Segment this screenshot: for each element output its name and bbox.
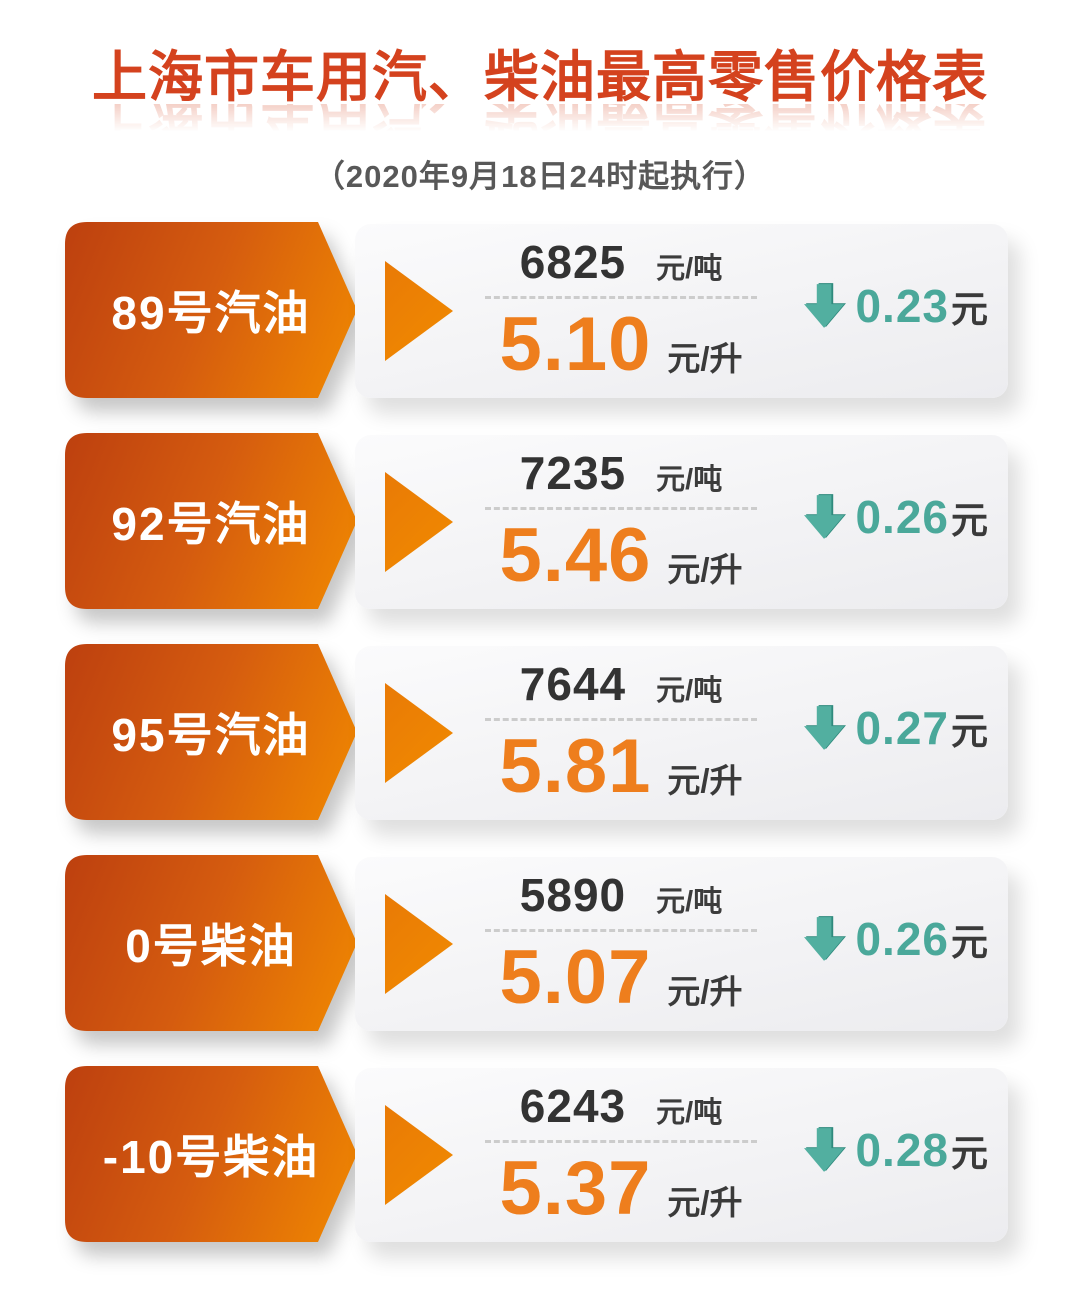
yuan-unit: 元 xyxy=(951,289,988,330)
fuel-name: 95号汽油 xyxy=(111,709,311,761)
decrease-arrow-icon xyxy=(804,283,847,328)
per-liter-unit: 元/升 xyxy=(667,972,743,1010)
price-per-ton: 6243 xyxy=(519,1079,627,1132)
ton-price-line: 7235 元/吨 xyxy=(520,446,722,500)
per-ton-unit: 元/吨 xyxy=(656,463,723,496)
price-per-ton: 7235 xyxy=(519,446,627,499)
per-ton-unit: 元/吨 xyxy=(656,252,723,285)
change-amount: 0.27 xyxy=(855,702,949,754)
per-liter-unit: 元/升 xyxy=(667,761,743,799)
change-amount: 0.26 xyxy=(855,913,949,965)
price-card: 6243 元/吨 5.37 元/升 0.28 元 xyxy=(355,1068,1008,1242)
price-per-ton: 6825 xyxy=(519,235,627,288)
effective-date-subtitle: （2020年9月18日24时起执行） xyxy=(313,159,767,194)
decrease-arrow-icon xyxy=(804,916,847,961)
fuel-name: -10号柴油 xyxy=(102,1131,320,1183)
fuel-label-tab-shape: -10号柴油 xyxy=(65,1066,357,1242)
ton-price-line: 6825 元/吨 xyxy=(520,235,722,289)
fuel-label-tab: -10号柴油 xyxy=(65,1066,357,1242)
price-card: 5890 元/吨 5.07 元/升 0.26 元 xyxy=(355,857,1008,1031)
fuel-label-tab-shape: 92号汽油 xyxy=(65,433,357,609)
price-per-liter: 5.37 xyxy=(499,1145,652,1231)
liter-price-line: 5.81 元/升 xyxy=(499,723,742,810)
fuel-label-tab-shape: 95号汽油 xyxy=(65,644,357,820)
price-card: 6825 元/吨 5.10 元/升 0.23 元 xyxy=(355,224,1008,398)
page-title: 上海市车用汽、柴油最高零售价格表 xyxy=(91,46,988,108)
price-block: 6825 元/吨 5.10 元/升 xyxy=(485,235,757,388)
header: 上海市车用汽、柴油最高零售价格表 上海市车用汽、柴油最高零售价格表 （2020年… xyxy=(0,0,1080,198)
change-amount: 0.28 xyxy=(855,1124,949,1176)
liter-price-line: 5.07 元/升 xyxy=(499,934,742,1021)
price-row-89-gasoline: 89号汽油 6825 元/吨 5.10 元/升 xyxy=(65,222,1080,398)
liter-price-line: 5.37 元/升 xyxy=(499,1145,742,1232)
per-liter-unit: 元/升 xyxy=(667,550,743,588)
yuan-unit: 元 xyxy=(951,711,988,752)
price-change: 0.28 元 xyxy=(804,1123,988,1177)
price-per-liter: 5.46 xyxy=(499,512,652,598)
ton-price-line: 7644 元/吨 xyxy=(520,657,722,711)
dashed-divider xyxy=(485,717,757,721)
price-per-liter: 5.81 xyxy=(499,723,652,809)
price-change: 0.23 元 xyxy=(804,279,988,333)
dashed-divider xyxy=(485,506,757,510)
liter-price-line: 5.46 元/升 xyxy=(499,512,742,599)
price-block: 5890 元/吨 5.07 元/升 xyxy=(485,868,757,1021)
price-row-92-gasoline: 92号汽油 7235 元/吨 5.46 元/升 xyxy=(65,433,1080,609)
fuel-label-tab: 95号汽油 xyxy=(65,644,357,820)
decrease-arrow-icon xyxy=(804,1127,847,1172)
price-row-0-diesel: 0号柴油 5890 元/吨 5.07 元/升 xyxy=(65,855,1080,1031)
arrow-right-icon xyxy=(385,261,453,361)
per-liter-unit: 元/升 xyxy=(667,1183,743,1221)
ton-price-line: 5890 元/吨 xyxy=(520,868,722,922)
decrease-arrow-icon xyxy=(804,705,847,750)
fuel-label-tab-shape: 0号柴油 xyxy=(65,855,357,1031)
ton-price-line: 6243 元/吨 xyxy=(520,1079,722,1133)
dashed-divider xyxy=(485,928,757,932)
price-block: 7644 元/吨 5.81 元/升 xyxy=(485,657,757,810)
title-reflection: 上海市车用汽、柴油最高零售价格表 xyxy=(91,104,988,150)
per-liter-unit: 元/升 xyxy=(667,339,743,377)
yuan-unit: 元 xyxy=(951,1133,988,1174)
arrow-right-icon xyxy=(385,894,453,994)
fuel-label-tab-shape: 89号汽油 xyxy=(65,222,357,398)
fuel-label-tab: 92号汽油 xyxy=(65,433,357,609)
change-amount: 0.26 xyxy=(855,491,949,543)
fuel-label-tab: 89号汽油 xyxy=(65,222,357,398)
price-row-95-gasoline: 95号汽油 7644 元/吨 5.81 元/升 xyxy=(65,644,1080,820)
price-change: 0.26 元 xyxy=(804,912,988,966)
price-per-ton: 7644 xyxy=(519,657,627,710)
change-amount: 0.23 xyxy=(855,280,949,332)
price-per-ton: 5890 xyxy=(519,868,627,921)
dashed-divider xyxy=(485,1139,757,1143)
price-table: 89号汽油 6825 元/吨 5.10 元/升 xyxy=(0,222,1080,1242)
price-per-liter: 5.07 xyxy=(499,934,652,1020)
price-change: 0.26 元 xyxy=(804,490,988,544)
per-ton-unit: 元/吨 xyxy=(656,674,723,707)
yuan-unit: 元 xyxy=(951,922,988,963)
yuan-unit: 元 xyxy=(951,500,988,541)
dashed-divider xyxy=(485,295,757,299)
fuel-name: 92号汽油 xyxy=(111,498,311,550)
price-per-liter: 5.10 xyxy=(499,301,652,387)
price-block: 6243 元/吨 5.37 元/升 xyxy=(485,1079,757,1232)
arrow-right-icon xyxy=(385,472,453,572)
price-row-minus10-diesel: -10号柴油 6243 元/吨 5.37 元/升 xyxy=(65,1066,1080,1242)
fuel-name: 89号汽油 xyxy=(111,287,311,339)
liter-price-line: 5.10 元/升 xyxy=(499,301,742,388)
price-block: 7235 元/吨 5.46 元/升 xyxy=(485,446,757,599)
fuel-name: 0号柴油 xyxy=(125,920,297,972)
per-ton-unit: 元/吨 xyxy=(656,1096,723,1129)
price-card: 7235 元/吨 5.46 元/升 0.26 元 xyxy=(355,435,1008,609)
price-card: 7644 元/吨 5.81 元/升 0.27 元 xyxy=(355,646,1008,820)
per-ton-unit: 元/吨 xyxy=(656,885,723,918)
price-change: 0.27 元 xyxy=(804,701,988,755)
fuel-label-tab: 0号柴油 xyxy=(65,855,357,1031)
arrow-right-icon xyxy=(385,1105,453,1205)
decrease-arrow-icon xyxy=(804,494,847,539)
arrow-right-icon xyxy=(385,683,453,783)
